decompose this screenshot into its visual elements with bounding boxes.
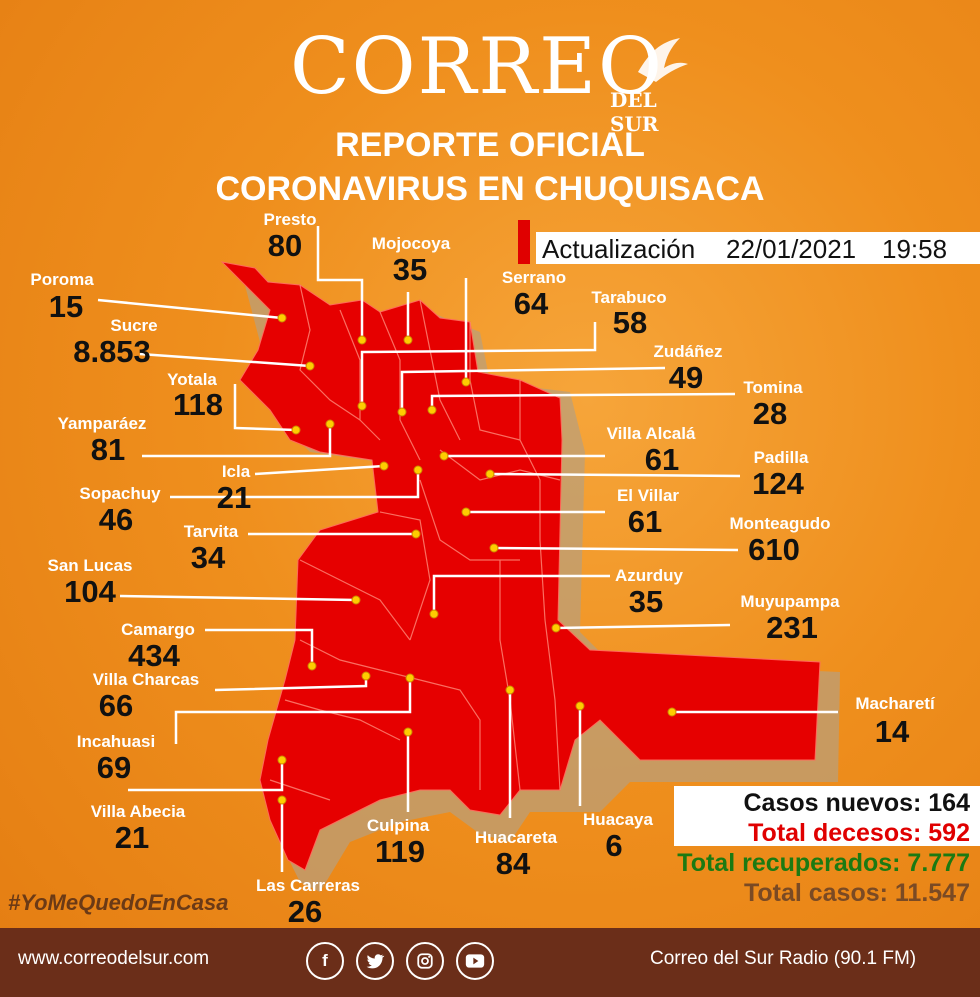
muni-name: El Villar xyxy=(616,486,680,505)
hashtag: #YoMeQuedoEnCasa xyxy=(8,890,229,915)
muni-name: Macharetí xyxy=(855,694,935,713)
muni-value: 35 xyxy=(628,584,664,619)
muni-name: Mojocoya xyxy=(371,234,451,253)
muni-name: Villa Alcalá xyxy=(606,424,696,443)
twitter-icon[interactable] xyxy=(356,942,394,980)
stats-highlight xyxy=(674,786,980,846)
correo-del-sur-logo: CORREO DEL SUR xyxy=(290,22,710,136)
muni-name: Sopachuy xyxy=(79,484,161,503)
muni-value: 66 xyxy=(98,688,134,723)
muni-value: 61 xyxy=(644,442,680,477)
update-label: Actualización xyxy=(542,234,696,264)
muni-value: 6 xyxy=(605,828,623,863)
muni-value: 46 xyxy=(98,502,134,537)
stat-new-cases: Casos nuevos: 164 xyxy=(743,789,971,817)
muni-value: 35 xyxy=(392,252,428,287)
muni-value: 49 xyxy=(668,360,704,395)
muni-name: Tarvita xyxy=(183,522,239,541)
muni-value: 58 xyxy=(612,305,648,340)
muni-value: 81 xyxy=(90,432,126,467)
muni-value: 69 xyxy=(96,750,132,785)
muni-value: 26 xyxy=(287,894,323,929)
leader-lines xyxy=(97,226,838,872)
muni-name: Azurduy xyxy=(615,566,683,585)
muni-value: 21 xyxy=(114,820,150,855)
muni-name: Presto xyxy=(263,210,317,229)
map-region xyxy=(220,261,821,871)
muni-name: Zudáñez xyxy=(653,342,723,361)
stat-deaths: Total decesos: 592 xyxy=(748,819,970,847)
muni-name: Muyupampa xyxy=(740,592,840,611)
muni-value: 14 xyxy=(874,714,910,749)
bird-icon xyxy=(638,38,688,82)
muni-name: Huacareta xyxy=(474,828,558,847)
muni-value: 28 xyxy=(752,396,788,431)
title-line2: CORONAVIRUS EN CHUQUISACA xyxy=(215,170,765,208)
muni-value: 84 xyxy=(495,846,531,881)
muni-value: 118 xyxy=(172,387,224,422)
muni-name: Serrano xyxy=(501,268,567,287)
update-panel xyxy=(536,232,980,264)
muni-value: 231 xyxy=(766,610,818,645)
muni-value: 119 xyxy=(374,834,426,869)
muni-name: Incahuasi xyxy=(76,732,156,751)
muni-value: 80 xyxy=(267,228,303,263)
muni-name: Villa Abecia xyxy=(90,802,186,821)
stat-recovered: Total recuperados: 7.777 xyxy=(677,849,970,877)
muni-value: 15 xyxy=(48,289,84,324)
muni-name: Poroma xyxy=(30,270,94,289)
stat-total: Total casos: 11.547 xyxy=(743,879,970,907)
instagram-icon[interactable] xyxy=(406,942,444,980)
muni-name: Tarabuco xyxy=(591,288,667,307)
logo-main-text: CORREO xyxy=(290,22,664,112)
muni-name: San Lucas xyxy=(47,556,133,575)
muni-value: 61 xyxy=(627,504,663,539)
map-dots xyxy=(277,313,677,805)
muni-name: Camargo xyxy=(121,620,195,639)
muni-name: Monteagudo xyxy=(729,514,831,533)
footer-radio[interactable]: Correo del Sur Radio (90.1 FM) xyxy=(650,948,917,969)
update-bar: Actualización 22/01/2021 19:58 xyxy=(518,220,980,266)
logo-sub-text: DEL SUR xyxy=(610,88,659,136)
title-line1: REPORTE OFICIAL xyxy=(335,126,645,164)
muni-name: Padilla xyxy=(753,448,809,467)
footer-website[interactable]: www.correodelsur.com xyxy=(18,948,210,969)
muni-name: Sucre xyxy=(110,316,158,335)
muni-value: 8.853 xyxy=(73,334,151,369)
muni-value: 104 xyxy=(64,574,116,609)
muni-value: 610 xyxy=(748,532,800,567)
muni-name: Tomina xyxy=(743,378,803,397)
youtube-icon[interactable] xyxy=(456,942,494,980)
footer: www.correodelsur.com f Correo del Sur Ra… xyxy=(0,928,980,997)
muni-name: Icla xyxy=(221,462,251,481)
muni-value: 34 xyxy=(190,540,226,575)
muni-value: 434 xyxy=(128,638,180,673)
muni-value: 124 xyxy=(752,466,804,501)
update-date: 22/01/2021 xyxy=(726,234,857,264)
stats-panel: Casos nuevos: 164 Total decesos: 592 Tot… xyxy=(677,788,970,908)
muni-name: Villa Charcas xyxy=(92,670,200,689)
muni-name: Las Carreras xyxy=(256,876,360,895)
facebook-icon[interactable]: f xyxy=(306,942,344,980)
muni-value: 64 xyxy=(513,286,549,321)
muni-name: Yotala xyxy=(167,370,217,389)
muni-name: Culpina xyxy=(366,816,430,835)
update-time: 19:58 xyxy=(882,234,948,264)
muni-name: Yamparáez xyxy=(57,414,147,433)
muni-value: 21 xyxy=(216,480,252,515)
update-marker xyxy=(518,220,530,264)
muni-name: Huacaya xyxy=(583,810,653,829)
